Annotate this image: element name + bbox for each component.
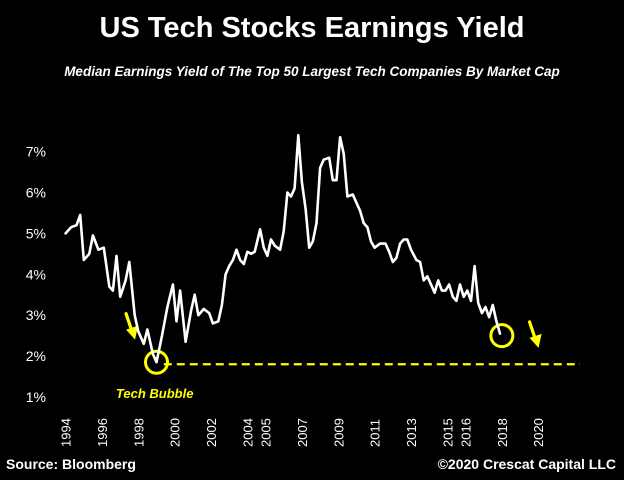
annotation-layer: Tech Bubble xyxy=(116,312,581,401)
x-tick-label: 2013 xyxy=(404,418,419,447)
y-tick-label: 1% xyxy=(26,389,46,405)
x-tick-label: 2015 xyxy=(440,418,455,447)
x-tick-label: 2000 xyxy=(168,418,183,447)
earnings-yield-line xyxy=(64,133,502,364)
y-tick-label: 6% xyxy=(26,184,46,200)
x-axis: 1994 1996 1998 2000 2002 2004 2005 2007 2009 2011… xyxy=(59,418,547,447)
highlight-circle xyxy=(489,323,515,349)
x-tick-label: 1998 xyxy=(131,418,146,447)
x-tick-label: 2004 xyxy=(240,418,255,447)
x-tick-label: 2005 xyxy=(259,418,274,447)
arrow-head xyxy=(529,333,542,348)
x-tick-label: 2016 xyxy=(459,418,474,447)
y-tick-label: 3% xyxy=(26,307,46,323)
y-axis: 1% 2% 3% 4% 5% 6% 7% xyxy=(26,144,46,405)
x-tick-label: 2020 xyxy=(531,418,546,447)
y-tick-label: 7% xyxy=(26,144,46,160)
copyright-note: ©2020 Crescat Capital LLC xyxy=(437,456,616,472)
series-layer xyxy=(64,133,502,364)
highlight-circle xyxy=(144,349,170,375)
chart-title: US Tech Stocks Earnings Yield xyxy=(99,12,525,44)
x-tick-label: 1996 xyxy=(95,418,110,447)
x-tick-label: 2018 xyxy=(495,418,510,447)
down-arrow-icon xyxy=(124,312,139,340)
arrow-head xyxy=(126,325,139,340)
x-tick-label: 2009 xyxy=(331,418,346,447)
y-tick-label: 4% xyxy=(26,266,46,282)
source-note: Source: Bloomberg xyxy=(6,456,136,472)
x-tick-label: 1994 xyxy=(59,418,74,447)
x-tick-label: 2007 xyxy=(295,418,310,447)
tech-bubble-label: Tech Bubble xyxy=(116,386,194,401)
chart-subtitle: Median Earnings Yield of The Top 50 Larg… xyxy=(64,64,560,79)
y-tick-label: 2% xyxy=(26,348,46,364)
x-tick-label: 2011 xyxy=(368,419,383,447)
y-tick-label: 5% xyxy=(26,225,46,241)
x-tick-label: 2002 xyxy=(204,418,219,447)
down-arrow-icon xyxy=(527,320,542,348)
